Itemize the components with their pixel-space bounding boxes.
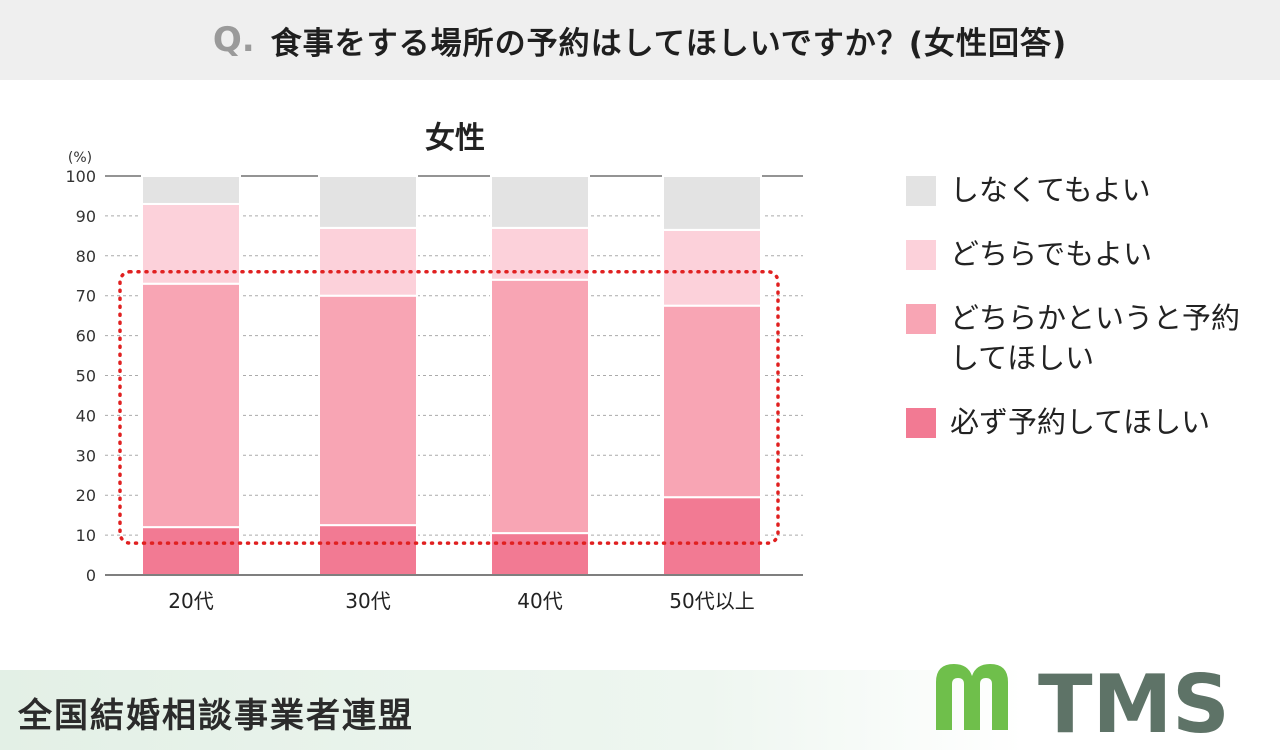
y-tick-label: 100: [65, 167, 96, 186]
tms-logo: TMS: [936, 658, 1230, 744]
x-tick-label: 40代: [517, 589, 562, 613]
bar-segment: [141, 202, 241, 285]
chart-legend: しなくてもよい どちらでもよい どちらかというと予約してほしい 必ず予約してほし…: [906, 170, 1266, 466]
legend-item-either: どちらでもよい: [906, 234, 1266, 274]
bar-segment: [490, 278, 590, 535]
bar-segment: [318, 175, 418, 229]
x-tick-label: 20代: [168, 589, 213, 613]
highlight-box: [118, 270, 780, 545]
bar-segment: [141, 526, 241, 576]
bar-segment: [662, 175, 762, 231]
y-tick-label: 20: [76, 486, 96, 505]
y-tick-label: 10: [76, 526, 96, 545]
question-header: Q. 食事をする場所の予約はしてほしいですか？(女性回答): [0, 0, 1280, 80]
y-tick-label: 30: [76, 446, 96, 465]
y-tick-label: 80: [76, 247, 96, 266]
footer-band: 全国結婚相談事業者連盟: [0, 670, 1280, 750]
bar-segment: [490, 175, 590, 229]
legend-swatch-none: [906, 176, 936, 206]
x-tick-label: 30代: [345, 589, 390, 613]
stacked-bar-chart: 女性 (%) 0 10 20 30 40 50 60 70 80 90 100 20代 30代 40代 50代以…: [65, 121, 803, 613]
bar-segment: [662, 304, 762, 499]
bar-segment: [662, 228, 762, 307]
bar-segment: [318, 524, 418, 576]
y-tick-label: 60: [76, 327, 96, 346]
y-tick-label: 50: [76, 367, 96, 386]
legend-label-prefer: どちらかというと予約してほしい: [950, 301, 1241, 375]
bar-segment: [662, 496, 762, 577]
y-axis-unit-label: (%): [68, 150, 92, 166]
legend-item-none: しなくてもよい: [906, 170, 1266, 210]
bar-segment: [141, 282, 241, 529]
bar-segment: [141, 175, 241, 205]
bar-segment: [490, 532, 590, 577]
legend-label-either: どちらでもよい: [950, 237, 1153, 271]
tms-logo-mark-icon: [936, 664, 1008, 730]
legend-swatch-must: [906, 408, 936, 438]
legend-label-must: 必ず予約してほしい: [950, 405, 1211, 439]
y-tick-label: 40: [76, 406, 96, 425]
legend-swatch-either: [906, 240, 936, 270]
bar-segment: [318, 294, 418, 527]
organization-name: 全国結婚相談事業者連盟: [18, 696, 414, 736]
legend-label-none: しなくてもよい: [950, 173, 1151, 207]
y-tick-label: 0: [86, 566, 96, 585]
bar-segment: [318, 226, 418, 297]
legend-item-prefer: どちらかというと予約してほしい: [906, 298, 1266, 378]
legend-swatch-prefer: [906, 304, 936, 334]
y-tick-label: 90: [76, 207, 96, 226]
question-mark: Q.: [212, 20, 255, 60]
y-tick-label: 70: [76, 287, 96, 306]
tms-logo-text: TMS: [1038, 658, 1230, 744]
chart-title: 女性: [425, 121, 485, 156]
legend-item-must: 必ず予約してほしい: [906, 402, 1266, 442]
x-tick-label: 50代以上: [669, 589, 754, 613]
question-text: 食事をする場所の予約はしてほしいですか？(女性回答): [270, 25, 1068, 62]
